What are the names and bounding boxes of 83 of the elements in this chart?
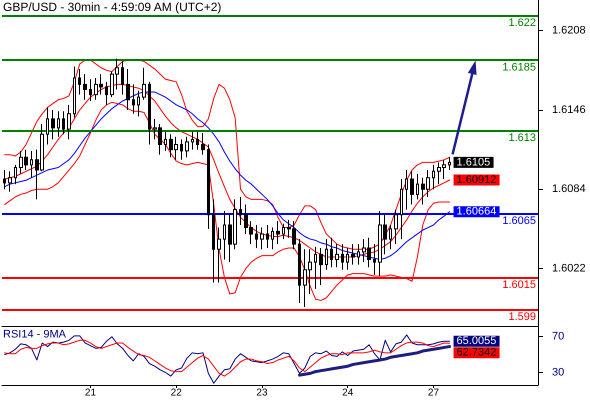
candlestick [448, 156, 451, 171]
candlestick [255, 224, 258, 249]
candlestick [142, 67, 146, 100]
line-series [4, 60, 450, 250]
candlestick [357, 244, 360, 266]
candlestick [314, 246, 317, 290]
ref-line-label: 1.6065 [502, 215, 536, 227]
candlestick [416, 173, 419, 200]
candlestick [196, 131, 199, 150]
candlestick [14, 164, 17, 185]
candlestick [8, 170, 12, 192]
candlestick [346, 248, 349, 270]
candlestick [276, 220, 280, 245]
candlestick [389, 224, 392, 250]
x-tick-label: 21 [84, 388, 96, 398]
candlestick [57, 110, 60, 138]
candlestick [62, 110, 65, 135]
candlestick [83, 74, 87, 100]
candlestick [330, 237, 333, 268]
candlestick [325, 238, 328, 270]
y-tick-label: 1.6146 [552, 104, 586, 116]
candlestick [432, 164, 435, 190]
candlestick [201, 132, 205, 156]
text: 1.6105 [456, 156, 490, 168]
candlestick [351, 244, 355, 266]
candlestick [298, 238, 301, 304]
candlestick [191, 131, 194, 150]
candlestick [319, 248, 323, 286]
chart-title: RSI14 - 9MA [3, 328, 67, 340]
candlestick [217, 227, 221, 284]
candlestick [132, 84, 135, 114]
candlestick [137, 90, 140, 117]
y-tick-label: 1.6022 [552, 262, 586, 274]
candlestick [67, 104, 71, 140]
y-tick-label: 1.6084 [552, 183, 586, 196]
candlestick [212, 198, 215, 284]
candlestick [341, 244, 344, 270]
ref-line-label: 1.599 [508, 310, 536, 323]
candlestick [78, 68, 81, 96]
ref-line-label: 1.6015 [502, 278, 536, 291]
ref-line-label: 1.6185 [502, 62, 536, 74]
candlestick [46, 106, 49, 145]
chart-title: GBP/USD - 30min - 4:59:09 AM (UTC+2) [3, 0, 222, 14]
candlestick [30, 150, 33, 178]
candlestick [148, 81, 151, 145]
data-label: 62.7342 [456, 346, 496, 359]
x-tick-label: 22 [170, 388, 182, 398]
y-tick-label: 30 [552, 366, 564, 378]
candlestick [394, 209, 398, 245]
x-tick-label: 23 [256, 388, 268, 398]
candlestick [207, 144, 210, 230]
data-label: 65.0055 [456, 335, 496, 348]
candlestick [51, 109, 55, 140]
y-tick-label: 1.6208 [552, 24, 586, 37]
candlestick [73, 66, 76, 118]
x-tick-label: 24 [342, 388, 354, 398]
candlestick [105, 81, 108, 106]
candlestick [121, 60, 124, 96]
candlestick [164, 131, 167, 152]
candlestick [126, 68, 130, 110]
candlestick [266, 224, 269, 249]
candlestick [185, 136, 189, 158]
candlestick [271, 227, 274, 250]
x-tick-label: 27 [428, 388, 440, 398]
candlestick [405, 170, 408, 210]
line-series [298, 345, 452, 377]
data-label: 1.60912 [456, 174, 496, 186]
candlestick [373, 244, 376, 276]
candlestick [410, 170, 414, 206]
line-series [4, 340, 450, 377]
data-label: 1.60664 [456, 206, 496, 218]
candlestick [400, 178, 403, 240]
y-tick-label: 70 [552, 330, 564, 343]
candlestick [223, 210, 226, 260]
candlestick [282, 223, 285, 240]
candlestick [89, 78, 92, 102]
ref-line-label: 1.622 [508, 16, 536, 29]
candlestick [3, 170, 6, 190]
candlestick [180, 138, 183, 160]
ref-line-label: 1.613 [508, 132, 536, 144]
candlestick [260, 227, 264, 250]
candlestick [335, 244, 339, 268]
candlestick [239, 196, 242, 226]
